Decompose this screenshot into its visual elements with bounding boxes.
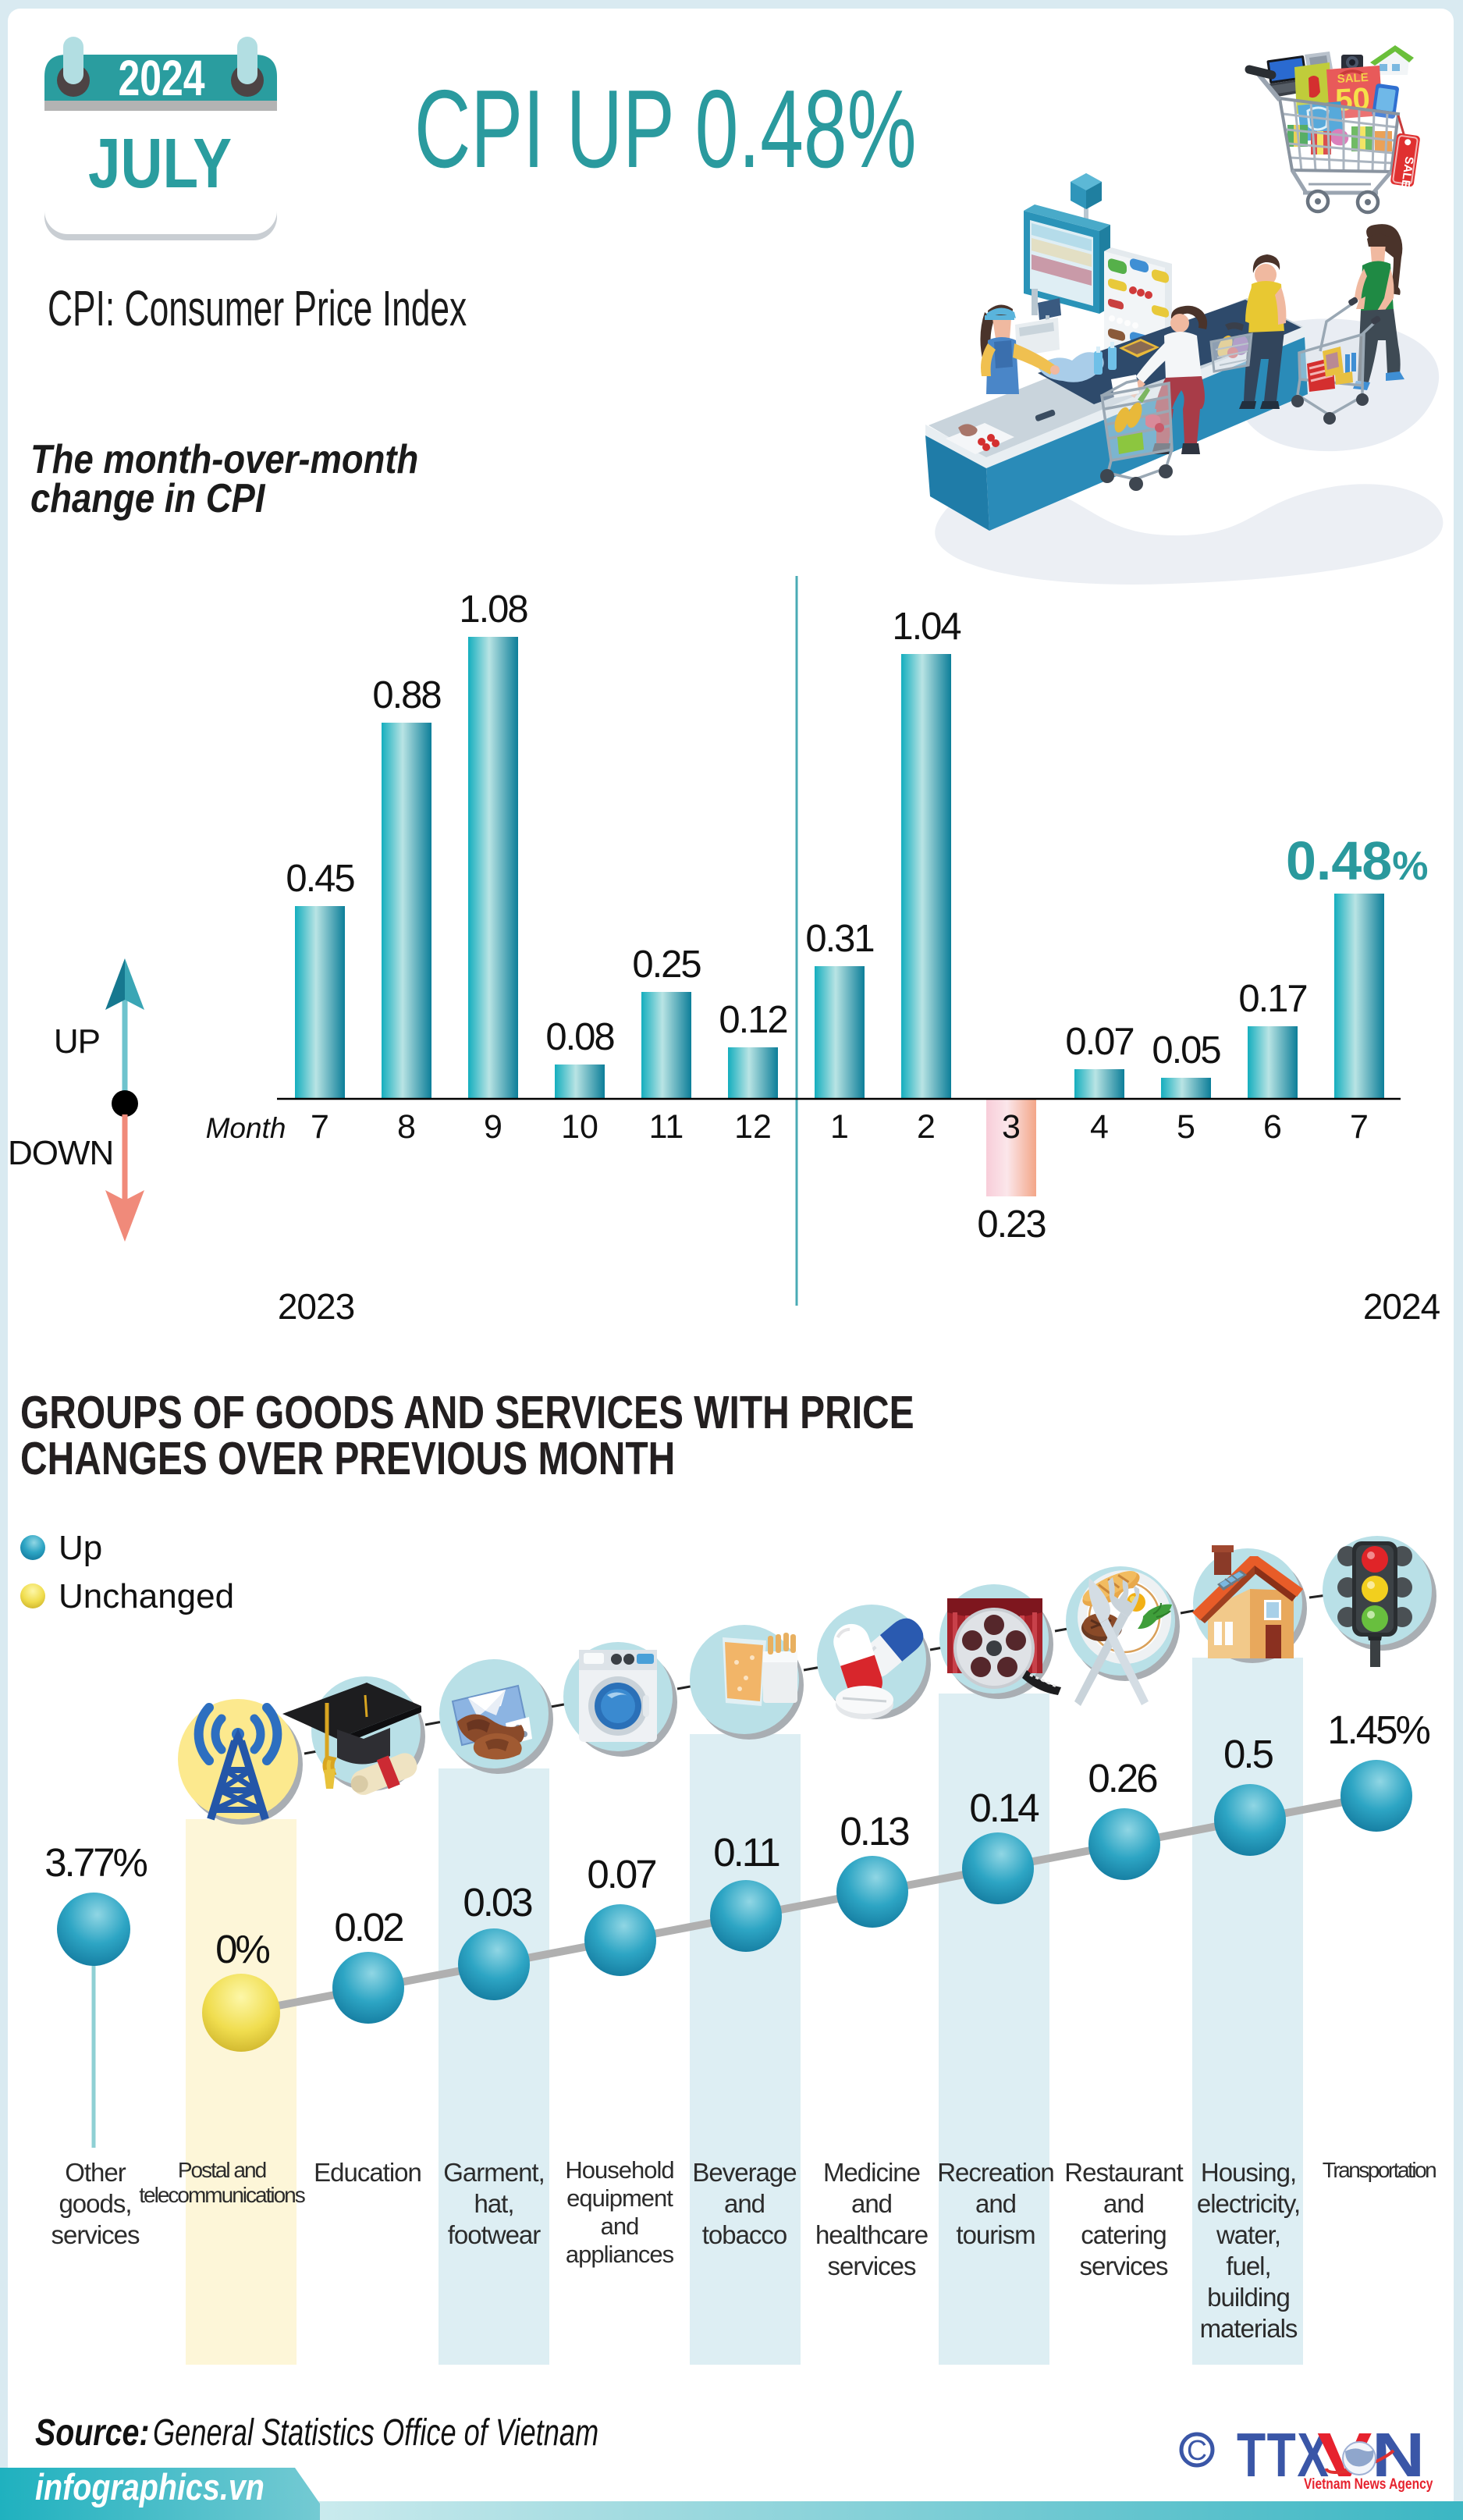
svg-text:9: 9 (484, 1108, 502, 1146)
svg-text:JULY: JULY (88, 123, 232, 202)
svg-text:2024: 2024 (1363, 1286, 1440, 1327)
svg-text:Transportation: Transportation (1323, 2158, 1436, 2182)
svg-text:0.25: 0.25 (632, 944, 701, 986)
svg-text:CPI: Consumer Price Index: CPI: Consumer Price Index (48, 280, 467, 336)
svg-text:0.26: 0.26 (1088, 1756, 1157, 1800)
svg-text:0.12: 0.12 (719, 999, 787, 1041)
svg-text:0.5: 0.5 (1223, 1732, 1273, 1776)
svg-text:8: 8 (397, 1108, 416, 1146)
svg-text:1.45%: 1.45% (1327, 1708, 1429, 1752)
svg-text:0.88: 0.88 (372, 674, 441, 716)
svg-text:3.77%: 3.77% (44, 1840, 147, 1885)
svg-text:7: 7 (1350, 1108, 1369, 1146)
svg-text:CPI UP 0.48%: CPI UP 0.48% (414, 68, 917, 191)
svg-text:SALE!: SALE! (1397, 155, 1415, 192)
svg-text:2: 2 (917, 1108, 936, 1146)
svg-text:SALE: SALE (1337, 71, 1369, 86)
svg-text:12: 12 (734, 1108, 772, 1146)
svg-text:0.17: 0.17 (1238, 978, 1306, 1020)
svg-text:2024: 2024 (118, 51, 204, 106)
svg-text:C: C (1187, 2434, 1207, 2466)
svg-text:change in CPI: change in CPI (30, 476, 266, 521)
svg-text:Unchanged: Unchanged (59, 1577, 234, 1615)
svg-text:1.08: 1.08 (459, 588, 527, 631)
svg-text:0.05: 0.05 (1152, 1029, 1220, 1072)
svg-text:Education: Education (314, 2158, 421, 2187)
svg-text:0.23: 0.23 (977, 1203, 1046, 1246)
svg-text:0.07: 0.07 (587, 1852, 655, 1896)
svg-text:0.07: 0.07 (1065, 1021, 1133, 1063)
svg-text:0%: 0% (215, 1927, 269, 1971)
svg-text:0.08: 0.08 (545, 1016, 614, 1058)
svg-text:11: 11 (649, 1108, 684, 1146)
svg-text:CHANGES OVER PREVIOUS MONTH: CHANGES OVER PREVIOUS MONTH (20, 1433, 675, 1484)
svg-text:0.02: 0.02 (334, 1905, 403, 1950)
svg-text:10: 10 (561, 1108, 598, 1146)
svg-text:UP: UP (54, 1022, 100, 1061)
svg-text:Month: Month (206, 1112, 286, 1144)
svg-text:2023: 2023 (278, 1286, 354, 1327)
svg-text:0.14: 0.14 (969, 1786, 1039, 1830)
svg-text:infographics.vn: infographics.vn (35, 2468, 265, 2508)
svg-text:Source:: Source: (35, 2412, 149, 2454)
svg-text:6: 6 (1263, 1108, 1282, 1146)
svg-text:7: 7 (311, 1108, 329, 1146)
svg-text:Up: Up (59, 1529, 102, 1567)
svg-text:1: 1 (830, 1108, 849, 1146)
svg-text:5: 5 (1177, 1108, 1195, 1146)
svg-text:TTX: TTX (1237, 2421, 1330, 2490)
svg-text:Vietnam News Agency: Vietnam News Agency (1304, 2475, 1433, 2492)
svg-text:1.04: 1.04 (892, 606, 961, 648)
svg-text:The month-over-month: The month-over-month (30, 437, 418, 482)
svg-text:GROUPS OF GOODS AND SERVICES W: GROUPS OF GOODS AND SERVICES WITH PRICE (20, 1387, 914, 1438)
svg-text:0.13: 0.13 (840, 1809, 909, 1854)
svg-text:0.45: 0.45 (286, 858, 354, 900)
svg-text:0.03: 0.03 (463, 1880, 532, 1925)
svg-text:3: 3 (1002, 1108, 1021, 1146)
svg-text:0.31: 0.31 (805, 918, 873, 960)
svg-text:0.48%: 0.48% (1286, 830, 1429, 891)
svg-text:N: N (1372, 2420, 1425, 2490)
svg-text:0.11: 0.11 (713, 1830, 779, 1875)
svg-text:DOWN: DOWN (8, 1134, 113, 1172)
svg-text:General Statistics Office of V: General Statistics Office of Vietnam (153, 2412, 598, 2454)
svg-text:4: 4 (1090, 1108, 1109, 1146)
